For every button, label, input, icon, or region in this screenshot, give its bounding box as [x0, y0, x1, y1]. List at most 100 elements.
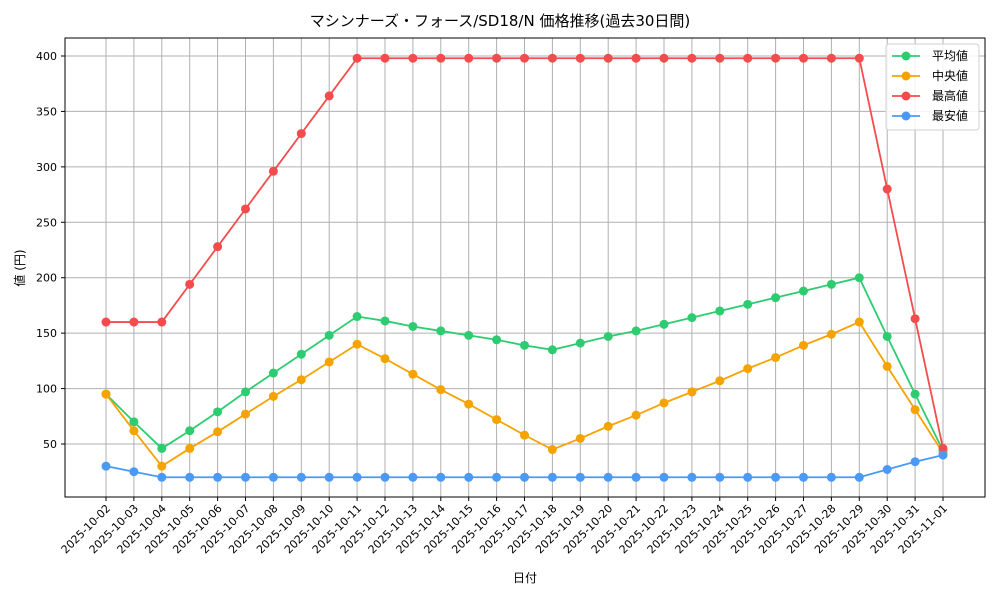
data-point-marker — [352, 472, 362, 482]
data-point-marker — [324, 357, 334, 367]
legend-marker-icon — [901, 91, 911, 101]
data-point-marker — [296, 349, 306, 359]
data-point-marker — [603, 53, 613, 63]
legend-marker-icon — [901, 51, 911, 61]
data-point-marker — [910, 389, 920, 399]
data-point-marker — [436, 53, 446, 63]
data-point-marker — [352, 53, 362, 63]
y-tick-label: 350 — [36, 105, 57, 118]
data-point-marker — [687, 472, 697, 482]
data-point-marker — [826, 53, 836, 63]
data-point-marker — [380, 316, 390, 326]
x-axis-label: 日付 — [513, 571, 537, 585]
data-point-marker — [436, 472, 446, 482]
y-tick-label: 400 — [36, 50, 57, 63]
series-最高値 — [101, 53, 948, 453]
data-point-marker — [799, 340, 808, 350]
data-point-marker — [547, 472, 557, 482]
data-point-marker — [603, 472, 613, 482]
data-point-marker — [715, 472, 725, 482]
data-point-marker — [213, 472, 223, 482]
data-point-marker — [157, 461, 167, 471]
data-point-marker — [575, 472, 585, 482]
y-tick-label: 50 — [43, 438, 57, 451]
y-tick-label: 200 — [36, 272, 57, 285]
data-point-marker — [436, 385, 446, 395]
data-point-marker — [575, 338, 585, 348]
data-point-marker — [101, 389, 111, 399]
series-最安値 — [101, 450, 948, 482]
data-point-marker — [715, 376, 725, 386]
data-point-marker — [492, 335, 502, 345]
data-point-marker — [910, 314, 920, 324]
y-tick-label: 300 — [36, 161, 57, 174]
data-point-marker — [520, 430, 529, 440]
data-point-marker — [826, 279, 836, 289]
legend-item: 中央値 — [892, 68, 968, 83]
data-point-marker — [129, 426, 139, 436]
data-point-marker — [771, 293, 781, 303]
legend-marker-icon — [901, 111, 911, 121]
data-point-marker — [464, 399, 474, 409]
data-point-marker — [547, 345, 557, 355]
data-point-marker — [241, 204, 250, 214]
data-point-marker — [743, 472, 753, 482]
data-point-marker — [603, 421, 613, 431]
data-point-marker — [631, 53, 641, 63]
data-point-marker — [575, 433, 585, 443]
data-point-marker — [854, 53, 864, 63]
data-point-marker — [296, 472, 306, 482]
data-point-marker — [799, 286, 808, 296]
data-point-marker — [799, 472, 808, 482]
legend-label: 最安値 — [932, 108, 968, 123]
data-point-marker — [826, 472, 836, 482]
data-point-marker — [659, 53, 669, 63]
data-point-marker — [492, 415, 502, 425]
y-axis-ticks: 50 100 150 200 250 300 350 400 — [36, 50, 65, 451]
data-point-marker — [185, 443, 195, 453]
data-point-marker — [213, 407, 223, 417]
data-point-marker — [547, 445, 557, 455]
data-point-marker — [268, 166, 278, 176]
data-point-marker — [910, 405, 920, 415]
data-point-marker — [464, 472, 474, 482]
data-point-marker — [241, 387, 250, 397]
data-point-marker — [882, 361, 892, 371]
data-point-marker — [715, 306, 725, 316]
data-point-marker — [826, 329, 836, 339]
data-point-marker — [771, 53, 781, 63]
data-point-marker — [938, 450, 948, 460]
data-point-marker — [520, 340, 529, 350]
y-tick-label: 150 — [36, 327, 57, 340]
data-point-marker — [436, 326, 446, 336]
data-point-marker — [659, 398, 669, 408]
data-point-marker — [408, 472, 418, 482]
data-point-marker — [268, 368, 278, 378]
data-point-marker — [743, 53, 753, 63]
y-axis-label: 値 (円) — [12, 249, 27, 286]
data-point-marker — [631, 326, 641, 336]
data-point-marker — [882, 184, 892, 194]
legend-label: 平均値 — [932, 48, 968, 63]
data-point-marker — [492, 53, 502, 63]
legend-item: 平均値 — [892, 48, 968, 63]
data-point-marker — [157, 472, 167, 482]
data-point-marker — [771, 353, 781, 363]
data-point-marker — [213, 427, 223, 437]
data-point-marker — [882, 331, 892, 341]
legend-label: 最高値 — [932, 88, 968, 103]
x-axis-ticks: 2025-10-022025-10-032025-10-042025-10-05… — [59, 497, 950, 556]
data-point-marker — [408, 321, 418, 331]
data-point-marker — [910, 457, 920, 467]
chart-title: マシンナーズ・フォース/SD18/N 価格推移(過去30日間) — [309, 12, 691, 30]
data-point-marker — [771, 472, 781, 482]
data-point-marker — [185, 426, 195, 436]
data-point-marker — [464, 330, 474, 340]
legend-marker-icon — [901, 71, 911, 81]
data-point-marker — [687, 53, 697, 63]
data-point-marker — [743, 364, 753, 374]
data-point-marker — [324, 472, 334, 482]
